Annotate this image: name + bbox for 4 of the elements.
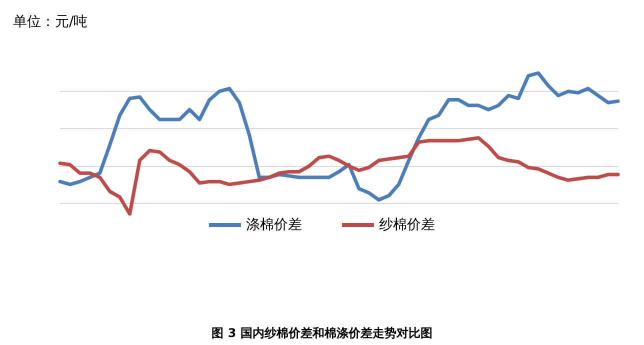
legend-label: 涤棉价差 <box>246 217 302 233</box>
chart-title: 单位：元/吨 <box>13 14 88 30</box>
caption: 图 3 国内纱棉价差和棉涤价差走势对比图 <box>212 326 432 340</box>
legend-label: 纱棉价差 <box>379 217 435 233</box>
